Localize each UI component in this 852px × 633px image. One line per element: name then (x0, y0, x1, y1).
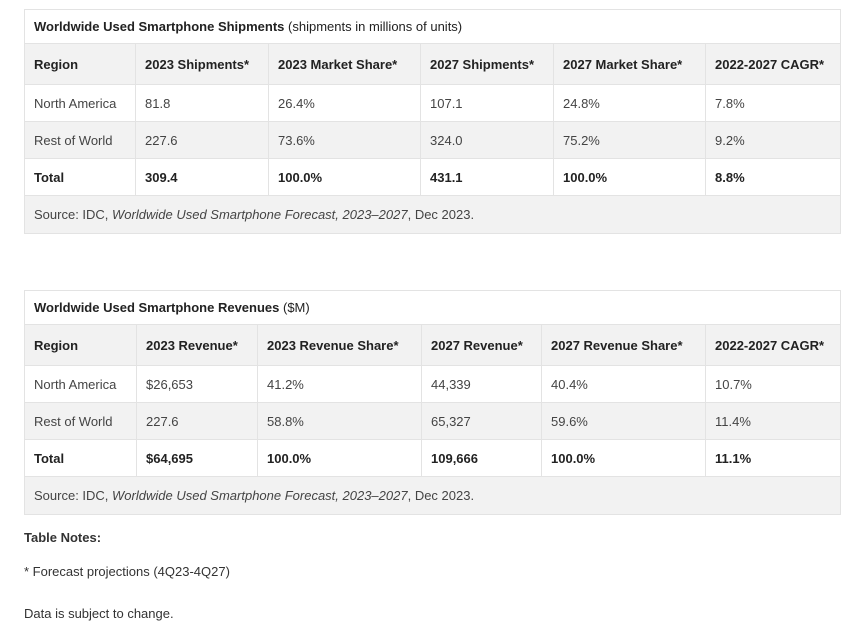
table-row: North America $26,653 41.2% 44,339 40.4%… (24, 365, 842, 403)
table-cell: 100.0% (541, 439, 706, 477)
table-caption-row: Worldwide Used Smartphone Revenues ($M) (23, 290, 842, 325)
column-header: Region (24, 43, 136, 85)
revenues-table-block: Worldwide Used Smartphone Revenues ($M) … (23, 290, 842, 515)
table-total-row: Total 309.4 100.0% 431.1 100.0% 8.8% (24, 158, 842, 196)
table-cell: 324.0 (420, 121, 554, 159)
table-cell: 9.2% (704, 121, 842, 159)
table-cell: North America (24, 84, 136, 122)
table-cell: Rest of World (24, 402, 137, 440)
table-cell: 59.6% (541, 402, 706, 440)
table-cell: 11.4% (704, 402, 842, 440)
table-cell: 26.4% (268, 84, 421, 122)
table-cell: 109,666 (421, 439, 542, 477)
table-cell: 41.2% (257, 365, 422, 403)
table-cell: Total (24, 158, 136, 196)
column-header: 2022-2027 CAGR* (704, 324, 842, 366)
table-cell: 24.8% (553, 84, 706, 122)
table-header-row: Region 2023 Shipments* 2023 Market Share… (24, 43, 842, 85)
table-notes-title: Table Notes: (24, 530, 102, 545)
table-cell: 100.0% (257, 439, 422, 477)
table-cell: 227.6 (135, 121, 269, 159)
table-cell: 107.1 (420, 84, 554, 122)
table-cell: 100.0% (268, 158, 421, 196)
table-row: North America 81.8 26.4% 107.1 24.8% 7.8… (24, 84, 842, 122)
table-cell: 44,339 (421, 365, 542, 403)
source-prefix: Source: IDC, (34, 488, 113, 503)
source-prefix: Source: IDC, (34, 207, 113, 222)
table-cell: 81.8 (135, 84, 269, 122)
table-title: Worldwide Used Smartphone Shipments (34, 19, 285, 34)
column-header: 2023 Revenue* (136, 324, 258, 366)
table-source-row: Source: IDC, Worldwide Used Smartphone F… (23, 476, 842, 515)
table-cell: 8.8% (704, 158, 842, 196)
table-header-row: Region 2023 Revenue* 2023 Revenue Share*… (24, 324, 842, 366)
table-cell: Total (24, 439, 137, 477)
revenues-table: Worldwide Used Smartphone Revenues ($M) … (23, 290, 842, 515)
table-title: Worldwide Used Smartphone Revenues (34, 300, 280, 315)
source-report-title: Worldwide Used Smartphone Forecast, 2023… (112, 488, 408, 503)
column-header: 2023 Revenue Share* (257, 324, 422, 366)
table-cell: Rest of World (24, 121, 136, 159)
table-caption: Worldwide Used Smartphone Shipments (shi… (23, 9, 842, 44)
table-cell: 10.7% (704, 365, 842, 403)
table-note-forecast: * Forecast projections (4Q23-4Q27) (24, 564, 230, 579)
column-header: 2023 Market Share* (268, 43, 421, 85)
table-cell: 227.6 (136, 402, 258, 440)
table-source: Source: IDC, Worldwide Used Smartphone F… (23, 476, 842, 515)
table-cell: 58.8% (257, 402, 422, 440)
table-title-unit: (shipments in millions of units) (284, 19, 463, 34)
table-cell: 309.4 (135, 158, 269, 196)
table-cell: 100.0% (553, 158, 706, 196)
shipments-table: Worldwide Used Smartphone Shipments (shi… (23, 9, 842, 234)
source-report-title: Worldwide Used Smartphone Forecast, 2023… (112, 207, 408, 222)
shipments-table-block: Worldwide Used Smartphone Shipments (shi… (23, 9, 842, 234)
column-header: 2027 Revenue* (421, 324, 542, 366)
table-cell: North America (24, 365, 137, 403)
column-header: 2027 Shipments* (420, 43, 554, 85)
table-cell: 11.1% (704, 439, 842, 477)
table-cell: 431.1 (420, 158, 554, 196)
source-suffix: , Dec 2023. (407, 207, 475, 222)
table-cell: $64,695 (136, 439, 258, 477)
table-title-unit: ($M) (279, 300, 310, 315)
table-cell: 65,327 (421, 402, 542, 440)
table-cell: 40.4% (541, 365, 706, 403)
table-caption-row: Worldwide Used Smartphone Shipments (shi… (23, 9, 842, 44)
column-header: 2022-2027 CAGR* (704, 43, 842, 85)
table-row: Rest of World 227.6 73.6% 324.0 75.2% 9.… (24, 121, 842, 159)
column-header: Region (24, 324, 137, 366)
table-cell: $26,653 (136, 365, 258, 403)
table-total-row: Total $64,695 100.0% 109,666 100.0% 11.1… (24, 439, 842, 477)
table-note-disclaimer: Data is subject to change. (24, 606, 174, 621)
table-cell: 75.2% (553, 121, 706, 159)
column-header: 2027 Revenue Share* (541, 324, 706, 366)
source-suffix: , Dec 2023. (407, 488, 475, 503)
column-header: 2027 Market Share* (553, 43, 706, 85)
column-header: 2023 Shipments* (135, 43, 269, 85)
table-cell: 7.8% (704, 84, 842, 122)
table-row: Rest of World 227.6 58.8% 65,327 59.6% 1… (24, 402, 842, 440)
table-caption: Worldwide Used Smartphone Revenues ($M) (23, 290, 842, 325)
table-source: Source: IDC, Worldwide Used Smartphone F… (23, 195, 842, 234)
table-cell: 73.6% (268, 121, 421, 159)
table-source-row: Source: IDC, Worldwide Used Smartphone F… (23, 195, 842, 234)
